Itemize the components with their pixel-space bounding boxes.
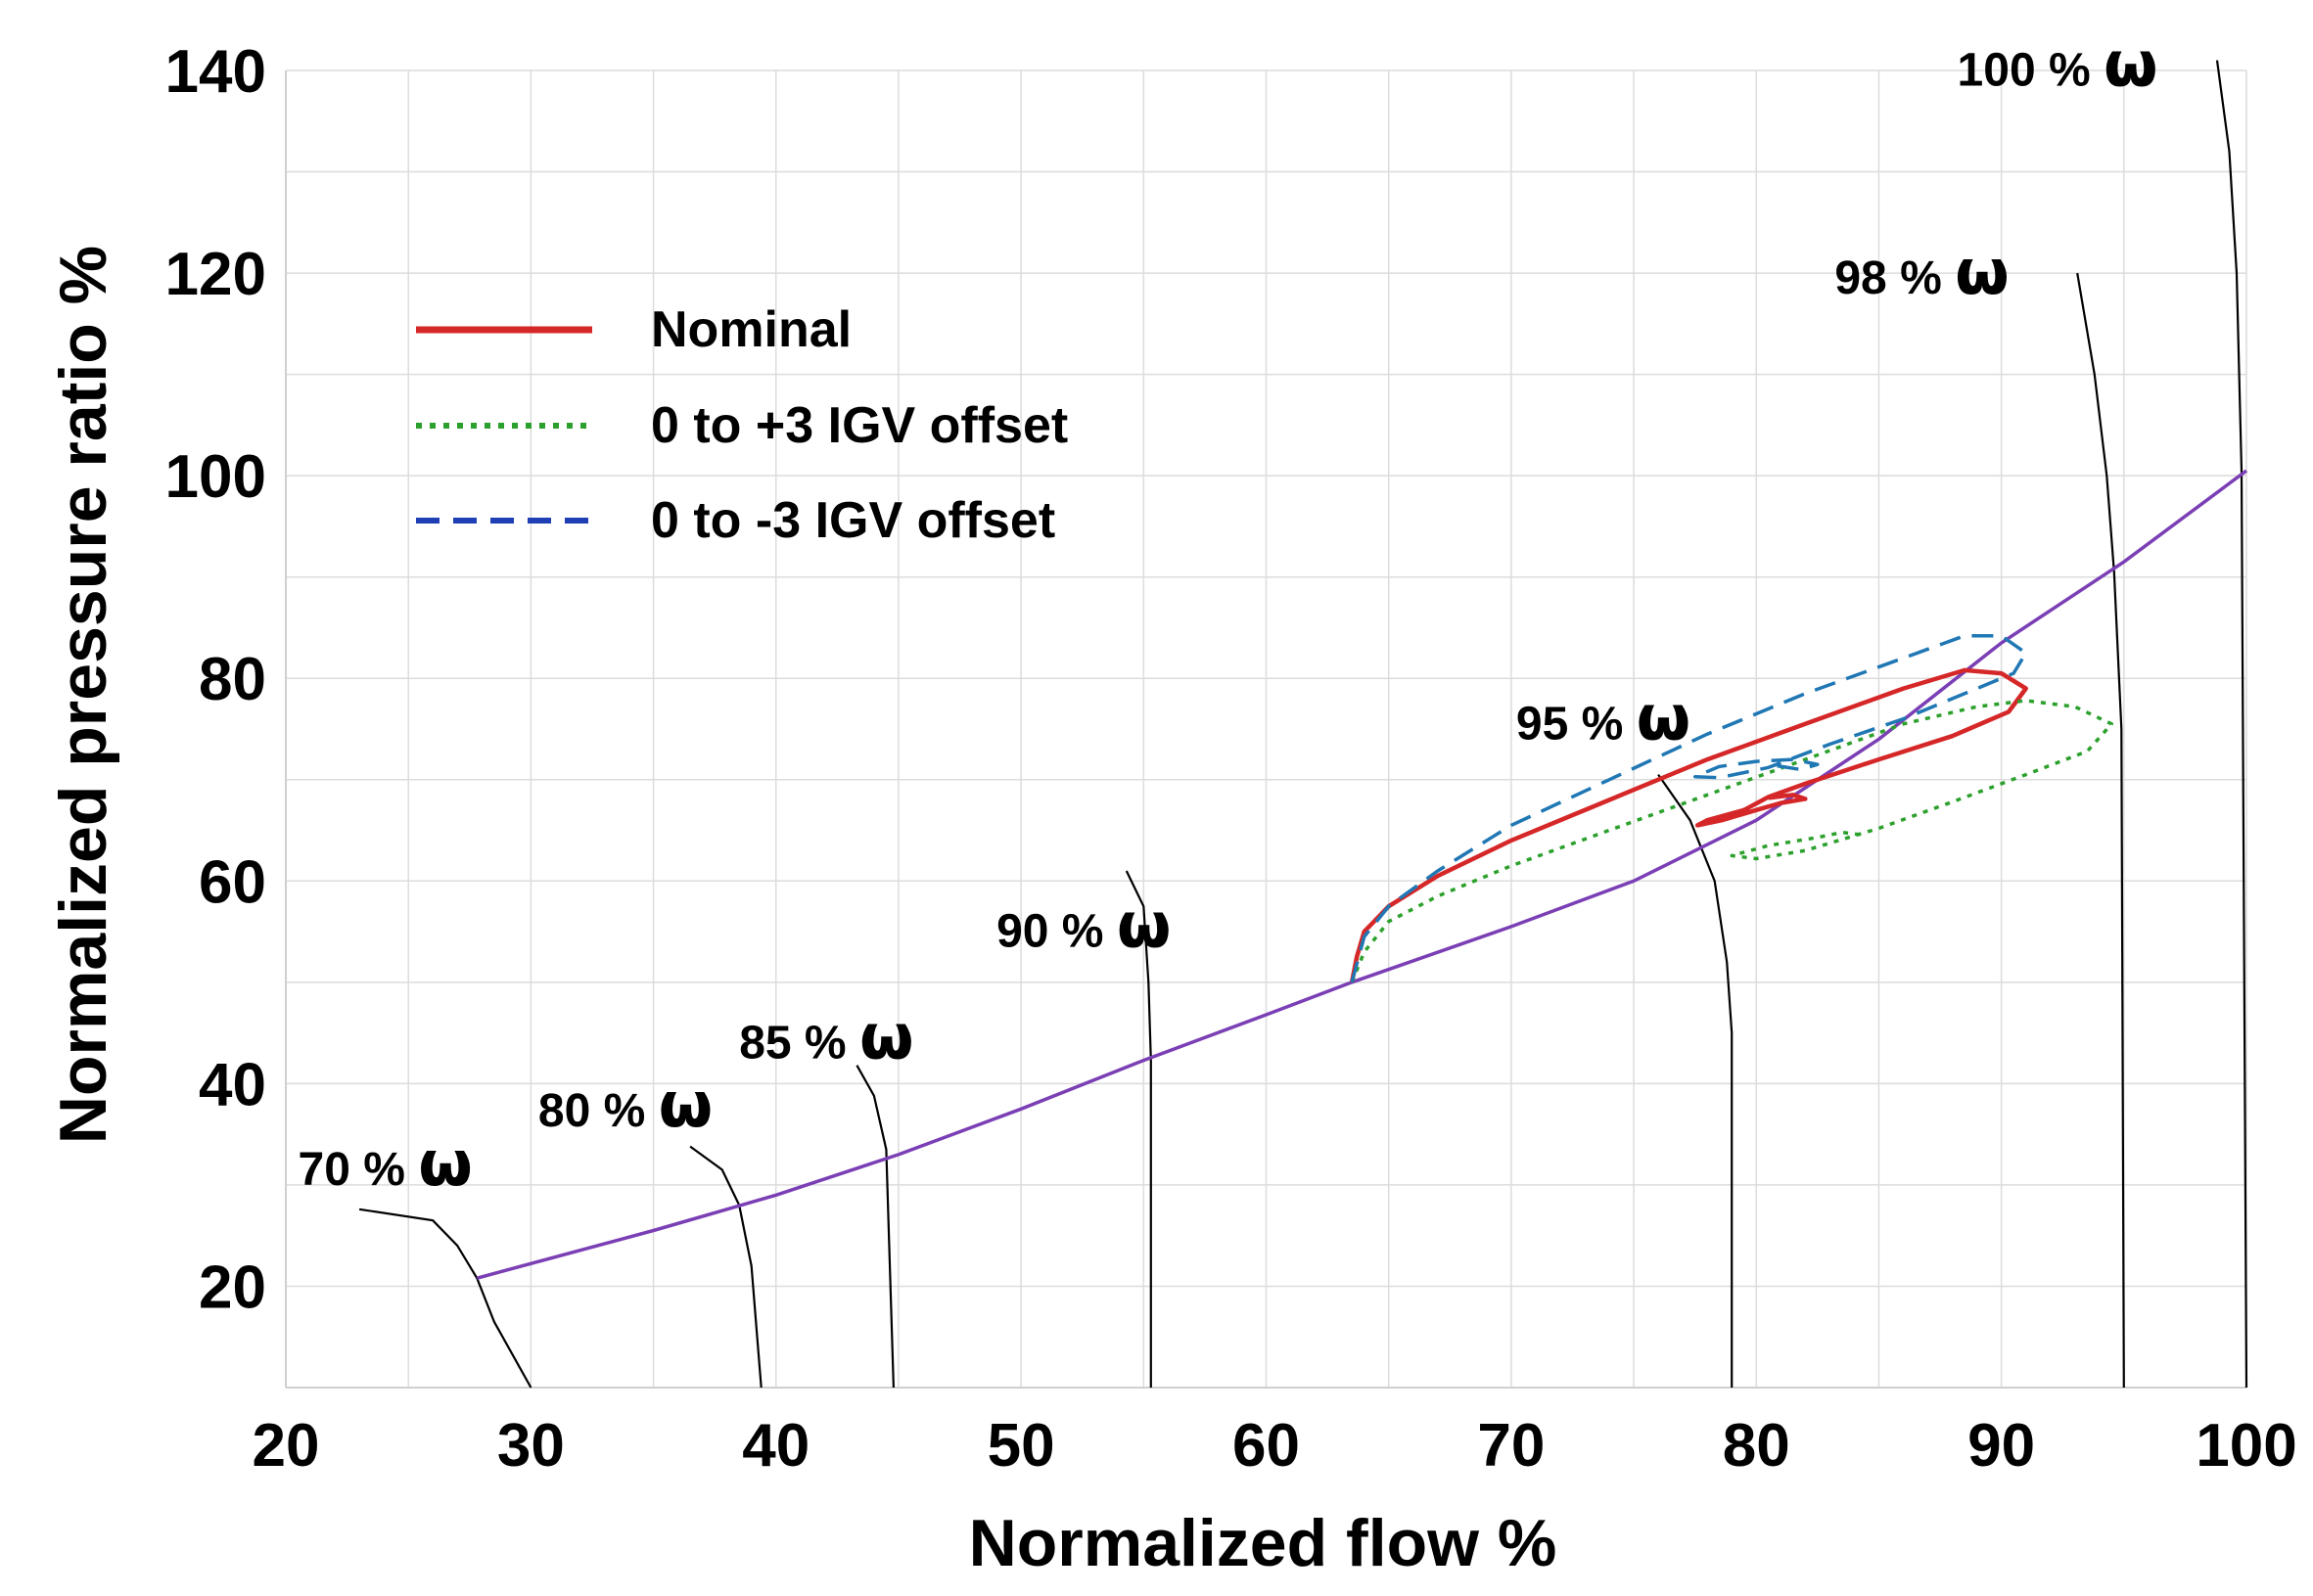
speed-line [2076,272,2125,1389]
x-axis-title: Normalized flow % [969,1506,1557,1580]
speed-percent: 70 % [299,1144,419,1196]
y-tick-label: 40 [199,1051,266,1118]
grid [285,69,2247,1388]
x-tick-label: 50 [988,1412,1055,1480]
omega-symbol: ω [659,1070,714,1142]
surge-line-group [476,469,2248,1280]
speed-line-label: 98 % ω [1834,237,2009,309]
speed-percent: 95 % [1516,698,1637,750]
y-tick-label: 100 [165,443,266,511]
omega-symbol: ω [1637,682,1691,754]
series-group [1349,633,2114,983]
y-tick-label: 80 [199,646,266,713]
speed-line-label: 90 % ω [996,890,1171,963]
y-tick-label: 20 [199,1254,266,1321]
speed-labels: 70 % ω80 % ω85 % ω90 % ω95 % ω98 % ω100 … [299,29,2158,1201]
surge-line [476,469,2248,1280]
legend-label-plus3: 0 to +3 IGV offset [651,397,1068,454]
speed-percent: 90 % [996,906,1117,958]
speed-percent: 100 % [1958,45,2104,97]
legend: Nominal 0 to +3 IGV offset 0 to -3 IGV o… [416,301,1068,549]
y-tick-label: 60 [199,848,266,916]
speed-percent: 85 % [739,1018,859,1070]
series-line [1349,667,2028,983]
x-tick-label: 20 [253,1412,320,1480]
omega-symbol: ω [859,1002,914,1074]
speed-line-label: 95 % ω [1516,682,1690,754]
series-line [1350,633,2028,983]
legend-label-nominal: Nominal [651,301,852,358]
speed-line-label: 70 % ω [299,1128,473,1201]
x-tick-label: 30 [497,1412,565,1480]
axes [285,70,2246,1389]
speed-line [1125,870,1152,1388]
speed-line-label: 80 % ω [538,1070,713,1142]
speed-line-label: 100 % ω [1958,29,2158,102]
speed-line [1657,773,1734,1388]
speed-percent: 80 % [538,1085,659,1137]
legend-label-minus3: 0 to -3 IGV offset [651,492,1055,549]
y-axis-title: Normalized pressure ratio % [46,246,120,1144]
omega-symbol: ω [1117,890,1172,963]
x-tick-label: 60 [1232,1412,1300,1480]
speed-line [856,1065,895,1389]
x-tick-label: 90 [1967,1412,2035,1480]
x-tick-label: 70 [1477,1412,1545,1480]
x-tick-label: 40 [742,1412,810,1480]
y-tick-label: 120 [165,241,266,308]
omega-symbol: ω [1955,237,2010,309]
x-tick-label: 80 [1723,1412,1790,1480]
speed-line [689,1145,763,1389]
series-line [1350,699,2114,983]
x-tick-label: 100 [2196,1412,2296,1480]
speed-percent: 98 % [1834,252,1955,304]
speed-line [2215,60,2248,1389]
omega-symbol: ω [2104,29,2158,102]
tick-labels: 20 30 40 50 60 70 80 90 100 20 40 60 80 100 120 140 [165,38,2297,1480]
y-tick-label: 140 [165,38,266,106]
omega-symbol: ω [418,1128,473,1201]
speed-line [358,1208,532,1389]
speed-line-label: 85 % ω [739,1002,913,1074]
